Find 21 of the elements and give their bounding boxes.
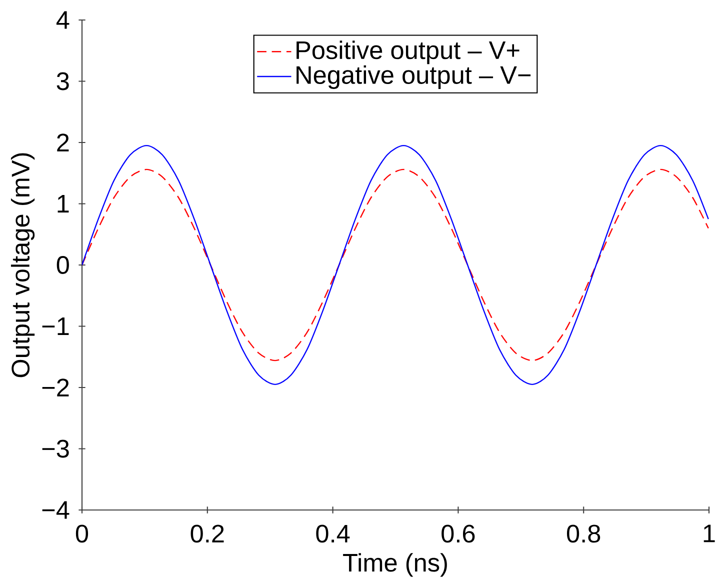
x-axis-title: Time (ns)	[343, 553, 447, 577]
y-tick-label: 2	[57, 134, 69, 152]
y-tick-label: −1	[42, 318, 69, 335]
x-tick-label: 0	[76, 524, 88, 543]
legend-label: Positive output – V+	[296, 40, 520, 64]
x-tick-label: 0.6	[442, 524, 475, 543]
x-tick-label: 1	[704, 524, 715, 542]
y-tick-label: −4	[42, 501, 70, 519]
y-tick-label: 3	[56, 72, 69, 90]
y-tick-label: −3	[42, 440, 69, 458]
y-tick-label: 0	[56, 256, 69, 274]
line-series	[82, 168, 709, 362]
x-tick-label: 0.2	[190, 524, 224, 543]
y-tick-label: 4	[56, 11, 70, 29]
line-series	[82, 144, 709, 386]
y-tick-label: −2	[42, 378, 69, 396]
x-tick-label: 0.4	[316, 524, 350, 543]
x-tick-label: 0.8	[566, 524, 600, 543]
y-axis-title: Output voltage (mV)	[10, 153, 35, 378]
legend-label: Negative output – V−	[296, 65, 531, 89]
y-tick-label: 1	[58, 195, 69, 212]
